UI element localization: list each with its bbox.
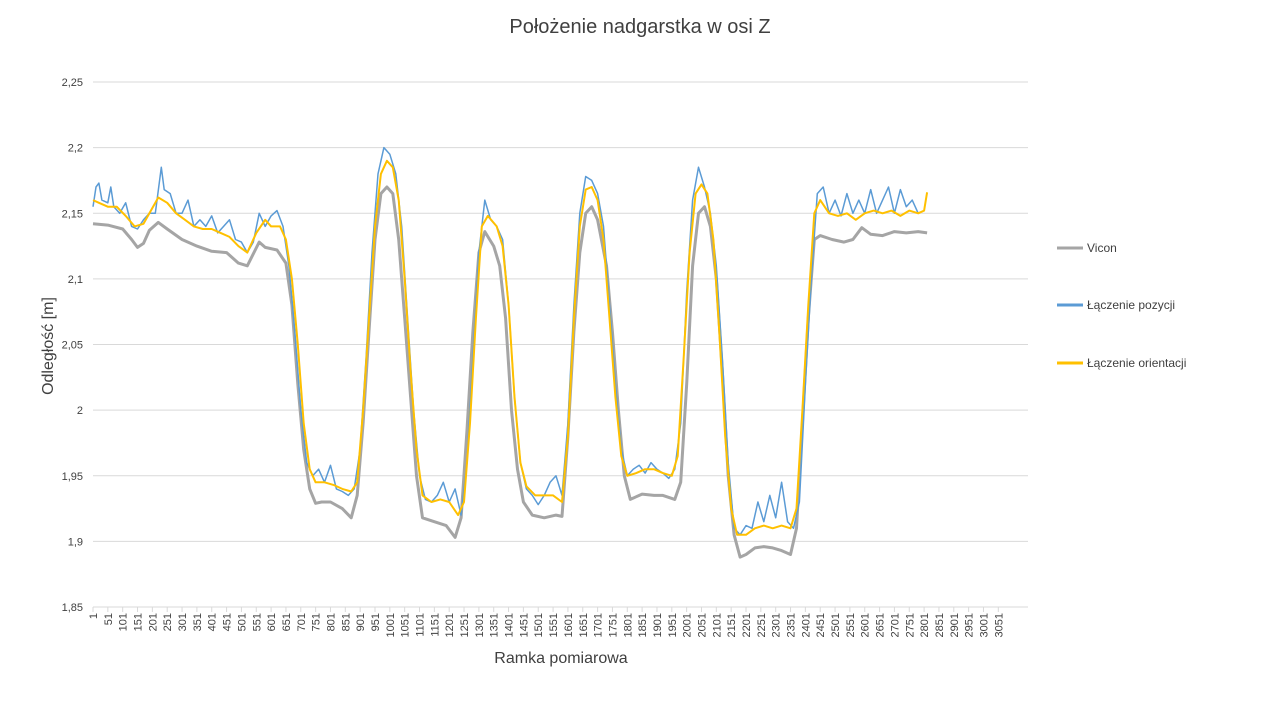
x-tick-label: 2451 — [815, 613, 827, 637]
x-tick-label: 1051 — [400, 613, 412, 637]
x-tick-label: 401 — [207, 613, 219, 631]
x-tick-label: 1 — [88, 613, 100, 619]
x-tick-label: 201 — [147, 613, 159, 631]
x-tick-label: 701 — [296, 613, 308, 631]
x-tick-label: 1451 — [518, 613, 530, 637]
x-tick-label: 1951 — [667, 613, 679, 637]
x-tick-label: 1101 — [415, 613, 427, 637]
x-tick-label: 3001 — [978, 613, 990, 637]
x-tick-label: 2051 — [696, 613, 708, 637]
x-axis-title: Ramka pomiarowa — [494, 650, 627, 667]
x-tick-label: 2251 — [756, 613, 768, 637]
x-tick-label: 951 — [370, 613, 382, 631]
x-tick-label: 2951 — [964, 613, 976, 637]
x-tick-label: 351 — [192, 613, 204, 631]
chart-title: Położenie nadgarstka w osi Z — [509, 16, 770, 38]
x-tick-label: 101 — [118, 613, 130, 631]
x-tick-label: 2651 — [875, 613, 887, 637]
x-tick-label: 151 — [133, 613, 145, 631]
y-tick-label: 2,15 — [62, 208, 83, 220]
x-tick-label: 1701 — [593, 613, 605, 637]
x-tick-label: 1201 — [444, 613, 456, 637]
x-tick-label: 2701 — [889, 613, 901, 637]
x-tick-label: 851 — [340, 613, 352, 631]
legend: Vicon Łączenie pozycji Łączenie orientacji — [1057, 241, 1186, 370]
x-tick-label: 1851 — [637, 613, 649, 637]
x-tick-label: 301 — [177, 613, 189, 631]
x-tick-label: 2301 — [771, 613, 783, 637]
y-tick-label: 2 — [77, 405, 83, 417]
y-tick-label: 1,9 — [68, 536, 83, 548]
x-tick-label: 1751 — [607, 613, 619, 637]
x-tick-label: 1501 — [533, 613, 545, 637]
x-tick-label: 751 — [311, 613, 323, 631]
x-tick-label: 51 — [103, 613, 115, 625]
x-tick-label: 1351 — [489, 613, 501, 637]
y-tick-label: 1,95 — [62, 471, 83, 483]
x-tick-label: 1801 — [622, 613, 634, 637]
series-lines — [92, 146, 929, 559]
legend-label: Vicon — [1087, 241, 1117, 255]
x-tick-label: 2101 — [711, 613, 723, 637]
x-tick-label: 2001 — [682, 613, 694, 637]
y-tick-label: 2,25 — [62, 77, 83, 89]
x-tick-label: 451 — [222, 613, 234, 631]
grid-lines — [93, 81, 1028, 542]
x-tick-label: 901 — [355, 613, 367, 631]
x-tick-label: 2751 — [904, 613, 916, 637]
x-tick-label: 2201 — [741, 613, 753, 637]
x-tick-label: 2551 — [845, 613, 857, 637]
x-tick-label: 3051 — [993, 613, 1005, 637]
x-tick-label: 1651 — [578, 613, 590, 637]
legend-label: Łączenie orientacji — [1087, 356, 1186, 370]
y-tick-label: 2,2 — [68, 143, 83, 155]
x-tick-label: 2601 — [860, 613, 872, 637]
y-tick-label: 2,05 — [62, 340, 83, 352]
x-tick-label: 551 — [251, 613, 263, 631]
x-tick-label: 2401 — [800, 613, 812, 637]
x-tick-label: 2901 — [949, 613, 961, 637]
x-tick-label: 1551 — [548, 613, 560, 637]
x-axis-ticks: 1 51 101 151 201 251 301 351 401 451 501 551 601 651 7… — [88, 607, 1005, 637]
x-tick-label: 2151 — [726, 613, 738, 637]
x-tick-label: 651 — [281, 613, 293, 631]
x-tick-label: 801 — [325, 613, 337, 631]
x-tick-label: 1301 — [474, 613, 486, 637]
y-axis-title: Odległość [m] — [40, 297, 57, 395]
x-tick-label: 1601 — [563, 613, 575, 637]
x-tick-label: 2801 — [919, 613, 931, 637]
x-tick-label: 2851 — [934, 613, 946, 637]
x-tick-label: 1151 — [429, 613, 441, 637]
series-line-1 — [92, 185, 928, 559]
y-tick-label: 2,1 — [68, 274, 83, 286]
x-tick-label: 2501 — [830, 613, 842, 637]
legend-label: Łączenie pozycji — [1087, 298, 1175, 312]
y-axis-ticks: 1,85 1,9 1,95 2 2,05 2,1 2,15 2,2 2,25 — [62, 77, 83, 614]
x-tick-label: 2351 — [786, 613, 798, 637]
y-tick-label: 1,85 — [62, 602, 83, 614]
x-tick-label: 501 — [236, 613, 248, 631]
series-line-3 — [92, 159, 929, 536]
x-tick-label: 1251 — [459, 613, 471, 637]
x-tick-label: 1901 — [652, 613, 664, 637]
x-tick-label: 251 — [162, 613, 174, 631]
x-tick-label: 1001 — [385, 613, 397, 637]
x-tick-label: 601 — [266, 613, 278, 631]
x-tick-label: 1401 — [504, 613, 516, 637]
